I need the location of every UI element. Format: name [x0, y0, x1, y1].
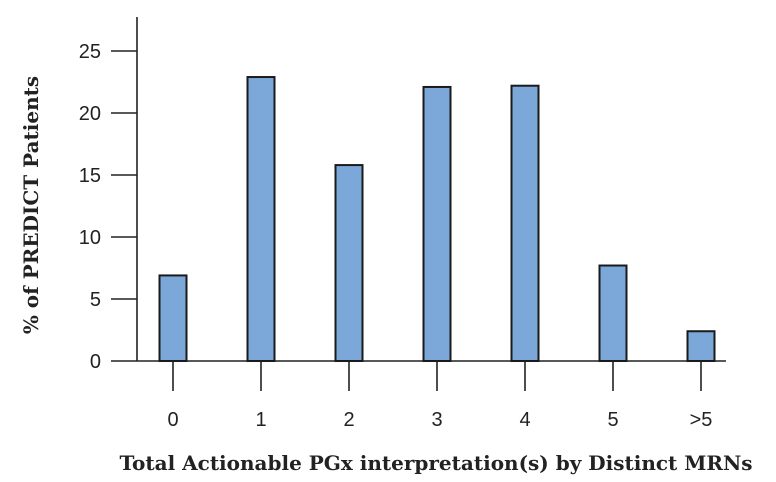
bar: [686, 330, 716, 362]
bar: [334, 164, 364, 362]
x-axis-title: Total Actionable PGx interpretation(s) b…: [119, 451, 752, 475]
y-axis: 0 5 10 15 20 25: [79, 17, 138, 373]
bars: [158, 76, 716, 363]
bar: [510, 84, 540, 362]
bar: [598, 264, 628, 362]
y-tick-label: 5: [90, 289, 101, 311]
y-axis-title: % of PREDICT Patients: [19, 76, 43, 334]
x-tick-label: 3: [431, 409, 442, 431]
x-axis: 0 1 2 3 4 5 >5: [137, 360, 726, 431]
y-tick-label: 25: [79, 41, 101, 63]
y-tick-label: 15: [79, 165, 101, 187]
x-tick-label: 5: [607, 409, 618, 431]
bar: [158, 274, 188, 362]
bar: [246, 76, 276, 362]
x-tick-label: 0: [167, 409, 178, 431]
bar: [422, 85, 452, 363]
y-tick-label: 20: [79, 103, 101, 125]
x-tick-label: 1: [255, 409, 266, 431]
x-tick-label: >5: [690, 409, 713, 431]
y-tick-label: 10: [79, 227, 101, 249]
x-tick-label: 4: [519, 409, 530, 431]
y-tick-label: 0: [90, 351, 101, 373]
x-tick-label: 2: [343, 409, 354, 431]
